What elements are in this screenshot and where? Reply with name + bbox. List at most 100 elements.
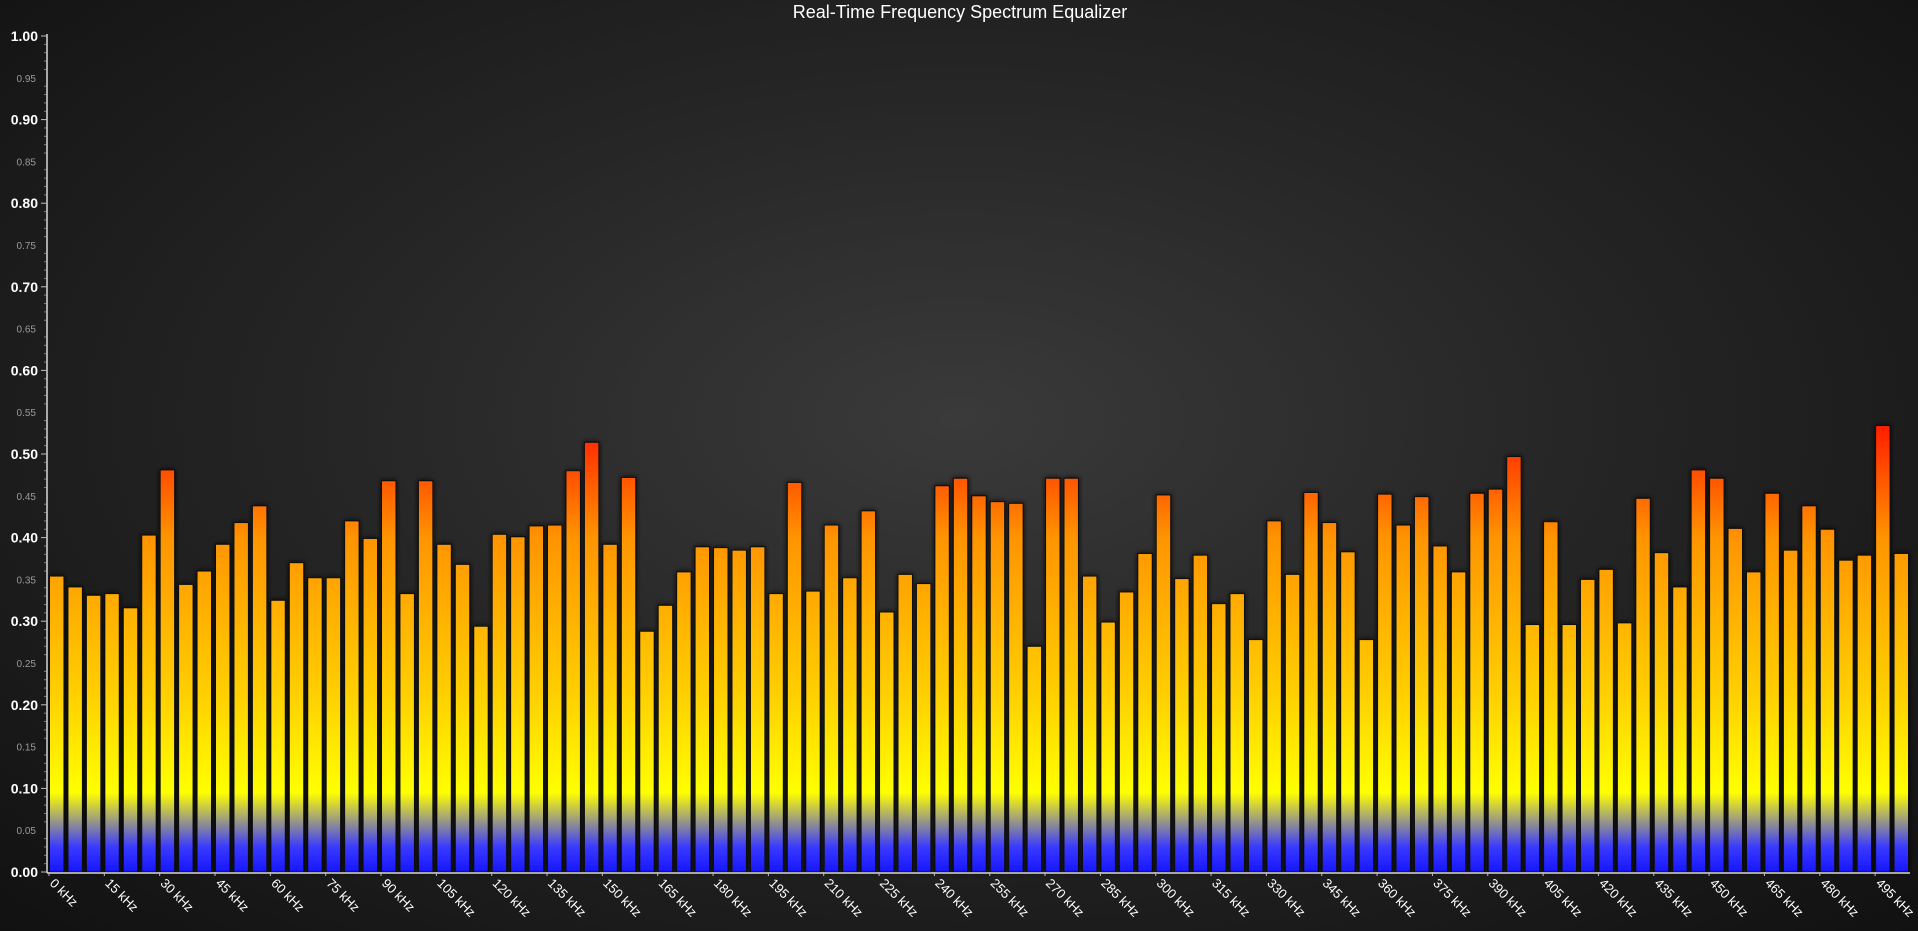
bar-82 (1562, 625, 1576, 872)
bar-76 (1451, 572, 1465, 872)
bar-74 (1414, 497, 1428, 872)
bar-2 (86, 595, 100, 872)
bar-37 (732, 550, 746, 872)
x-tick-label: 285 kHz (1098, 876, 1142, 920)
y-minor-tick-label: 0.45 (17, 492, 37, 503)
bar-78 (1488, 489, 1502, 872)
bar-49 (953, 478, 967, 872)
bar-35 (695, 547, 709, 872)
x-tick-label: 390 kHz (1486, 876, 1530, 920)
bar-51 (990, 502, 1004, 872)
y-minor-tick-label: 0.15 (17, 743, 37, 754)
bar-95 (1802, 506, 1816, 872)
bar-60 (1156, 495, 1170, 872)
y-tick-label: 0.70 (11, 279, 38, 295)
bar-36 (714, 548, 728, 872)
bar-70 (1341, 552, 1355, 872)
bar-61 (1175, 579, 1189, 872)
bar-21 (437, 544, 451, 872)
bar-88 (1673, 587, 1687, 872)
x-tick-label: 45 kHz (213, 876, 252, 915)
x-tick-label: 435 kHz (1652, 876, 1696, 920)
x-tick-label: 315 kHz (1209, 876, 1253, 920)
bar-57 (1101, 622, 1115, 872)
x-axis: 0 kHz 15 kHz 30 kHz 45 kHz 60 kHz 75 kHz 90 kH… (47, 872, 1917, 920)
x-tick-label: 300 kHz (1154, 876, 1198, 920)
bar-9 (216, 544, 230, 872)
x-tick-label: 150 kHz (600, 876, 644, 920)
bar-15 (326, 578, 340, 872)
bar-86 (1636, 498, 1650, 872)
bar-12 (271, 600, 285, 872)
bar-23 (474, 626, 488, 872)
x-tick-label: 480 kHz (1818, 876, 1862, 920)
bar-16 (345, 521, 359, 872)
bar-25 (511, 537, 525, 872)
bar-59 (1138, 553, 1152, 872)
bar-19 (400, 594, 414, 872)
x-tick-label: 375 kHz (1430, 876, 1474, 920)
bar-50 (972, 496, 986, 872)
bar-1 (68, 587, 82, 872)
bar-4 (123, 608, 137, 872)
bar-64 (1230, 594, 1244, 872)
y-tick-label: 0.30 (11, 613, 38, 629)
bar-85 (1617, 623, 1631, 872)
bar-38 (750, 547, 764, 872)
bar-72 (1378, 494, 1392, 872)
bar-32 (640, 631, 654, 872)
x-tick-label: 75 kHz (324, 876, 363, 915)
bar-13 (289, 563, 303, 872)
y-tick-label: 0.40 (11, 530, 38, 546)
bar-98 (1857, 555, 1871, 872)
bar-81 (1544, 522, 1558, 872)
bar-62 (1193, 555, 1207, 872)
bar-0 (50, 576, 64, 872)
y-tick-label: 0.50 (11, 446, 38, 462)
x-tick-label: 210 kHz (822, 876, 866, 920)
y-minor-tick-label: 0.55 (17, 408, 37, 419)
x-tick-label: 345 kHz (1320, 876, 1364, 920)
bar-17 (363, 538, 377, 872)
bar-89 (1691, 470, 1705, 872)
bar-99 (1876, 426, 1890, 872)
bar-92 (1746, 572, 1760, 872)
y-tick-label: 0.60 (11, 362, 38, 378)
y-minor-tick-label: 0.85 (17, 157, 37, 168)
x-tick-label: 165 kHz (656, 876, 700, 920)
x-tick-label: 180 kHz (711, 876, 755, 920)
y-minor-tick-label: 0.95 (17, 74, 37, 85)
bar-47 (916, 584, 930, 872)
y-minor-tick-label: 0.35 (17, 575, 37, 586)
x-tick-label: 330 kHz (1264, 876, 1308, 920)
bar-66 (1267, 521, 1281, 872)
bar-40 (787, 482, 801, 872)
bar-75 (1433, 546, 1447, 872)
bar-100 (1894, 553, 1908, 872)
x-tick-label: 135 kHz (545, 876, 589, 920)
bar-73 (1396, 525, 1410, 872)
x-tick-label: 420 kHz (1596, 876, 1640, 920)
bar-87 (1654, 553, 1668, 872)
bar-3 (105, 594, 119, 872)
bar-8 (197, 571, 211, 872)
bar-58 (1119, 592, 1133, 872)
x-tick-label: 195 kHz (766, 876, 810, 920)
y-tick-label: 0.80 (11, 195, 38, 211)
y-minor-tick-label: 0.25 (17, 659, 37, 670)
bar-45 (880, 612, 894, 872)
chart-title: Real-Time Frequency Spectrum Equalizer (793, 2, 1127, 22)
bar-29 (584, 442, 598, 872)
bar-79 (1507, 457, 1521, 872)
bar-20 (418, 481, 432, 872)
bar-33 (658, 605, 672, 872)
bar-94 (1783, 550, 1797, 872)
x-tick-label: 0 kHz (47, 876, 81, 910)
x-tick-label: 90 kHz (379, 876, 418, 915)
bar-39 (769, 594, 783, 872)
bar-30 (603, 544, 617, 872)
x-tick-label: 30 kHz (158, 876, 197, 915)
bar-24 (492, 534, 506, 872)
bar-91 (1728, 528, 1742, 872)
y-axis: 0.00 0.10 0.20 0.30 0.40 0.50 0.60 0.70 0.80 0.90… (11, 28, 47, 880)
